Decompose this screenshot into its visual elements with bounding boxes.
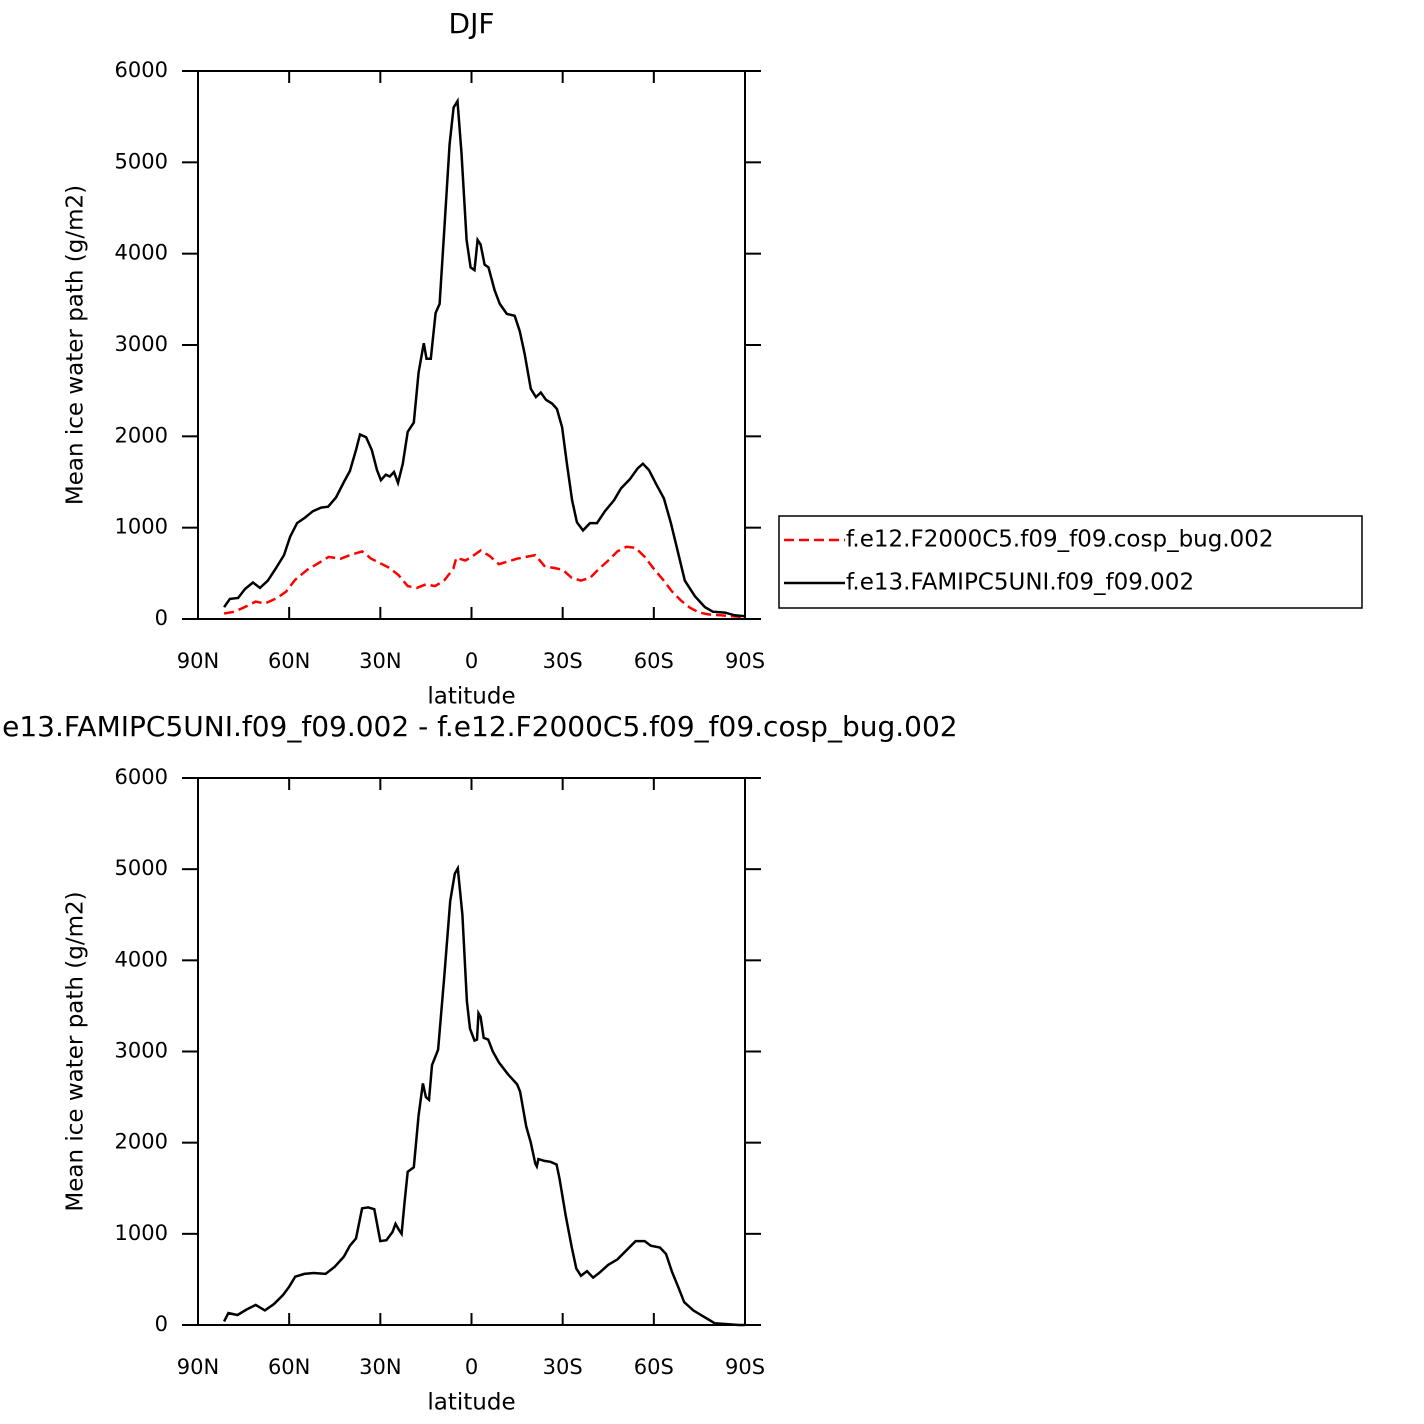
legend-label: f.e13.FAMIPC5UNI.f09_f09.002 [846,570,1194,596]
x-tick-label: 30S [543,1355,583,1379]
legend-label: f.e12.F2000C5.f09_f09.cosp_bug.002 [846,527,1274,553]
y-axis-label: Mean ice water path (g/m2) [63,891,89,1211]
y-axis-label: Mean ice water path (g/m2) [63,185,89,505]
plot-frame [197,777,746,1326]
y-tick-label: 3000 [115,1039,168,1063]
data-line [222,864,745,1327]
y-tick-label: 2000 [115,1130,168,1154]
x-tick-label: 90N [177,1355,219,1379]
x-tick-label: 90N [177,649,219,673]
x-tick-label: 30N [359,1355,401,1379]
chart-title: f.e13.FAMIPC5UNI.f09_f09.002 - f.e12.F20… [0,710,958,743]
legend-box [778,515,1363,609]
x-tick-label: 60N [268,649,310,673]
x-tick-label: 0 [465,1355,478,1379]
x-tick-label: 30N [359,649,401,673]
y-tick-label: 4000 [115,241,168,265]
y-tick-label: 5000 [115,149,168,173]
x-axis-label: latitude [427,684,515,710]
x-tick-label: 60S [634,649,674,673]
plot-frame [197,70,746,620]
x-axis-label: latitude [427,1390,515,1416]
x-tick-label: 0 [465,649,478,673]
y-tick-label: 4000 [115,947,168,971]
y-tick-label: 1000 [115,515,168,539]
y-tick-label: 6000 [115,765,168,789]
x-tick-label: 60N [268,1355,310,1379]
x-tick-label: 30S [543,649,583,673]
y-tick-label: 1000 [115,1221,168,1245]
y-tick-label: 6000 [115,58,168,82]
y-tick-label: 0 [155,1312,168,1336]
y-tick-label: 2000 [115,423,168,447]
x-tick-label: 90S [725,1355,765,1379]
x-tick-label: 90S [725,649,765,673]
y-tick-label: 0 [155,606,168,630]
y-tick-label: 3000 [115,332,168,356]
data-line [223,545,746,619]
y-tick-label: 5000 [115,856,168,880]
chart-title: DJF [449,7,495,40]
x-tick-label: 60S [634,1355,674,1379]
data-line [223,97,746,618]
